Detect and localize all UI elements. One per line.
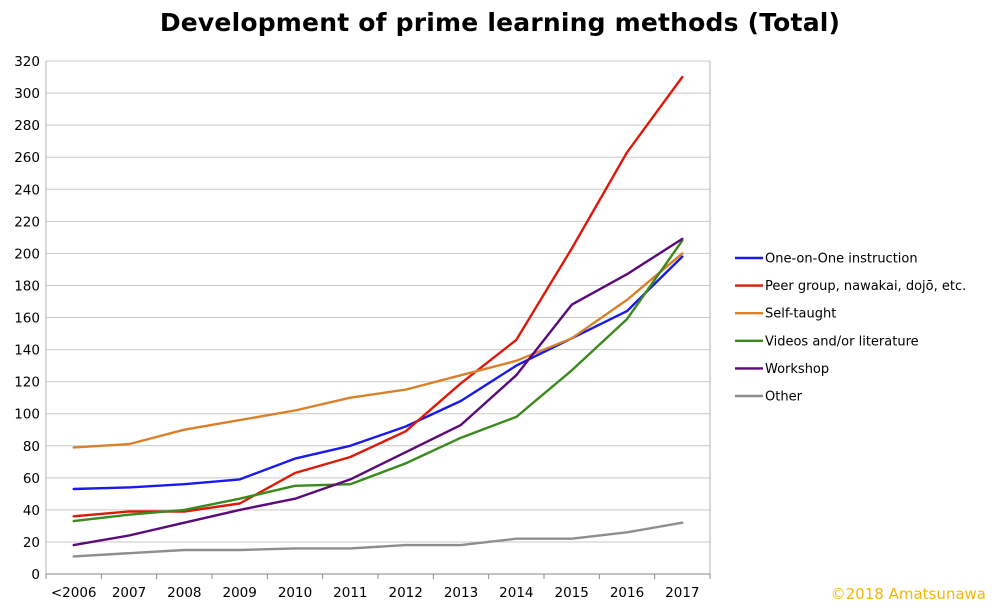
copyright-text: ©2018 Amatsunawa <box>830 585 986 603</box>
x-axis-ticks: <2006 2007 2008 2009 2010 2011 2012 2013 2014 201… <box>45 574 711 601</box>
x-tick-label: 2014 <box>499 585 533 601</box>
y-tick-label: 20 <box>23 535 40 551</box>
x-tick-label: <2006 <box>51 585 97 601</box>
y-tick-label: 40 <box>23 503 40 519</box>
y-tick-label: 260 <box>14 150 40 166</box>
grid-layer <box>45 60 711 575</box>
legend-label: Workshop <box>765 362 829 377</box>
x-tick-label: 2015 <box>554 585 588 601</box>
series-line-1 <box>72 75 684 518</box>
legend-label: Videos and/or literature <box>765 334 919 349</box>
legend: One-on-One instruction Peer group, nawaka… <box>735 252 966 405</box>
y-tick-label: 60 <box>23 471 40 487</box>
y-tick-label: 120 <box>14 375 40 391</box>
y-tick-label: 0 <box>31 567 40 583</box>
x-tick-label: 2008 <box>167 585 201 601</box>
legend-label: Peer group, nawakai, dojō, etc. <box>765 279 966 294</box>
series-line-5 <box>72 521 684 558</box>
y-tick-label: 200 <box>14 246 40 262</box>
y-tick-label: 220 <box>14 214 40 230</box>
legend-label: Self-taught <box>765 307 836 322</box>
y-tick-label: 280 <box>14 118 40 134</box>
series-line-0 <box>72 255 684 491</box>
y-tick-label: 80 <box>23 439 40 455</box>
series-line-4 <box>72 237 684 547</box>
legend-label: One-on-One instruction <box>765 252 918 267</box>
chart-title: Development of prime learning methods (T… <box>159 8 841 37</box>
x-tick-label: 2007 <box>112 585 146 601</box>
y-tick-label: 300 <box>14 86 40 102</box>
x-tick-label: 2016 <box>610 585 644 601</box>
y-tick-label: 180 <box>14 278 40 294</box>
x-tick-label: 2013 <box>444 585 478 601</box>
y-tick-label: 160 <box>14 311 40 327</box>
x-tick-label: 2012 <box>388 585 422 601</box>
legend-label: Other <box>765 390 803 405</box>
x-tick-label: 2010 <box>278 585 312 601</box>
series-line-3 <box>72 239 684 523</box>
series-layer <box>72 75 684 558</box>
y-tick-label: 100 <box>14 407 40 423</box>
x-tick-label: 2017 <box>665 585 699 601</box>
series-line-2 <box>72 252 684 449</box>
x-tick-label: 2009 <box>222 585 256 601</box>
y-tick-label: 140 <box>14 343 40 359</box>
y-tick-label: 320 <box>14 54 40 70</box>
y-axis-ticks: 0 20 40 60 80 100 120 140 160 180 200 220 240 260 280 3… <box>14 54 40 583</box>
y-tick-label: 240 <box>14 182 40 198</box>
x-tick-label: 2011 <box>333 585 367 601</box>
